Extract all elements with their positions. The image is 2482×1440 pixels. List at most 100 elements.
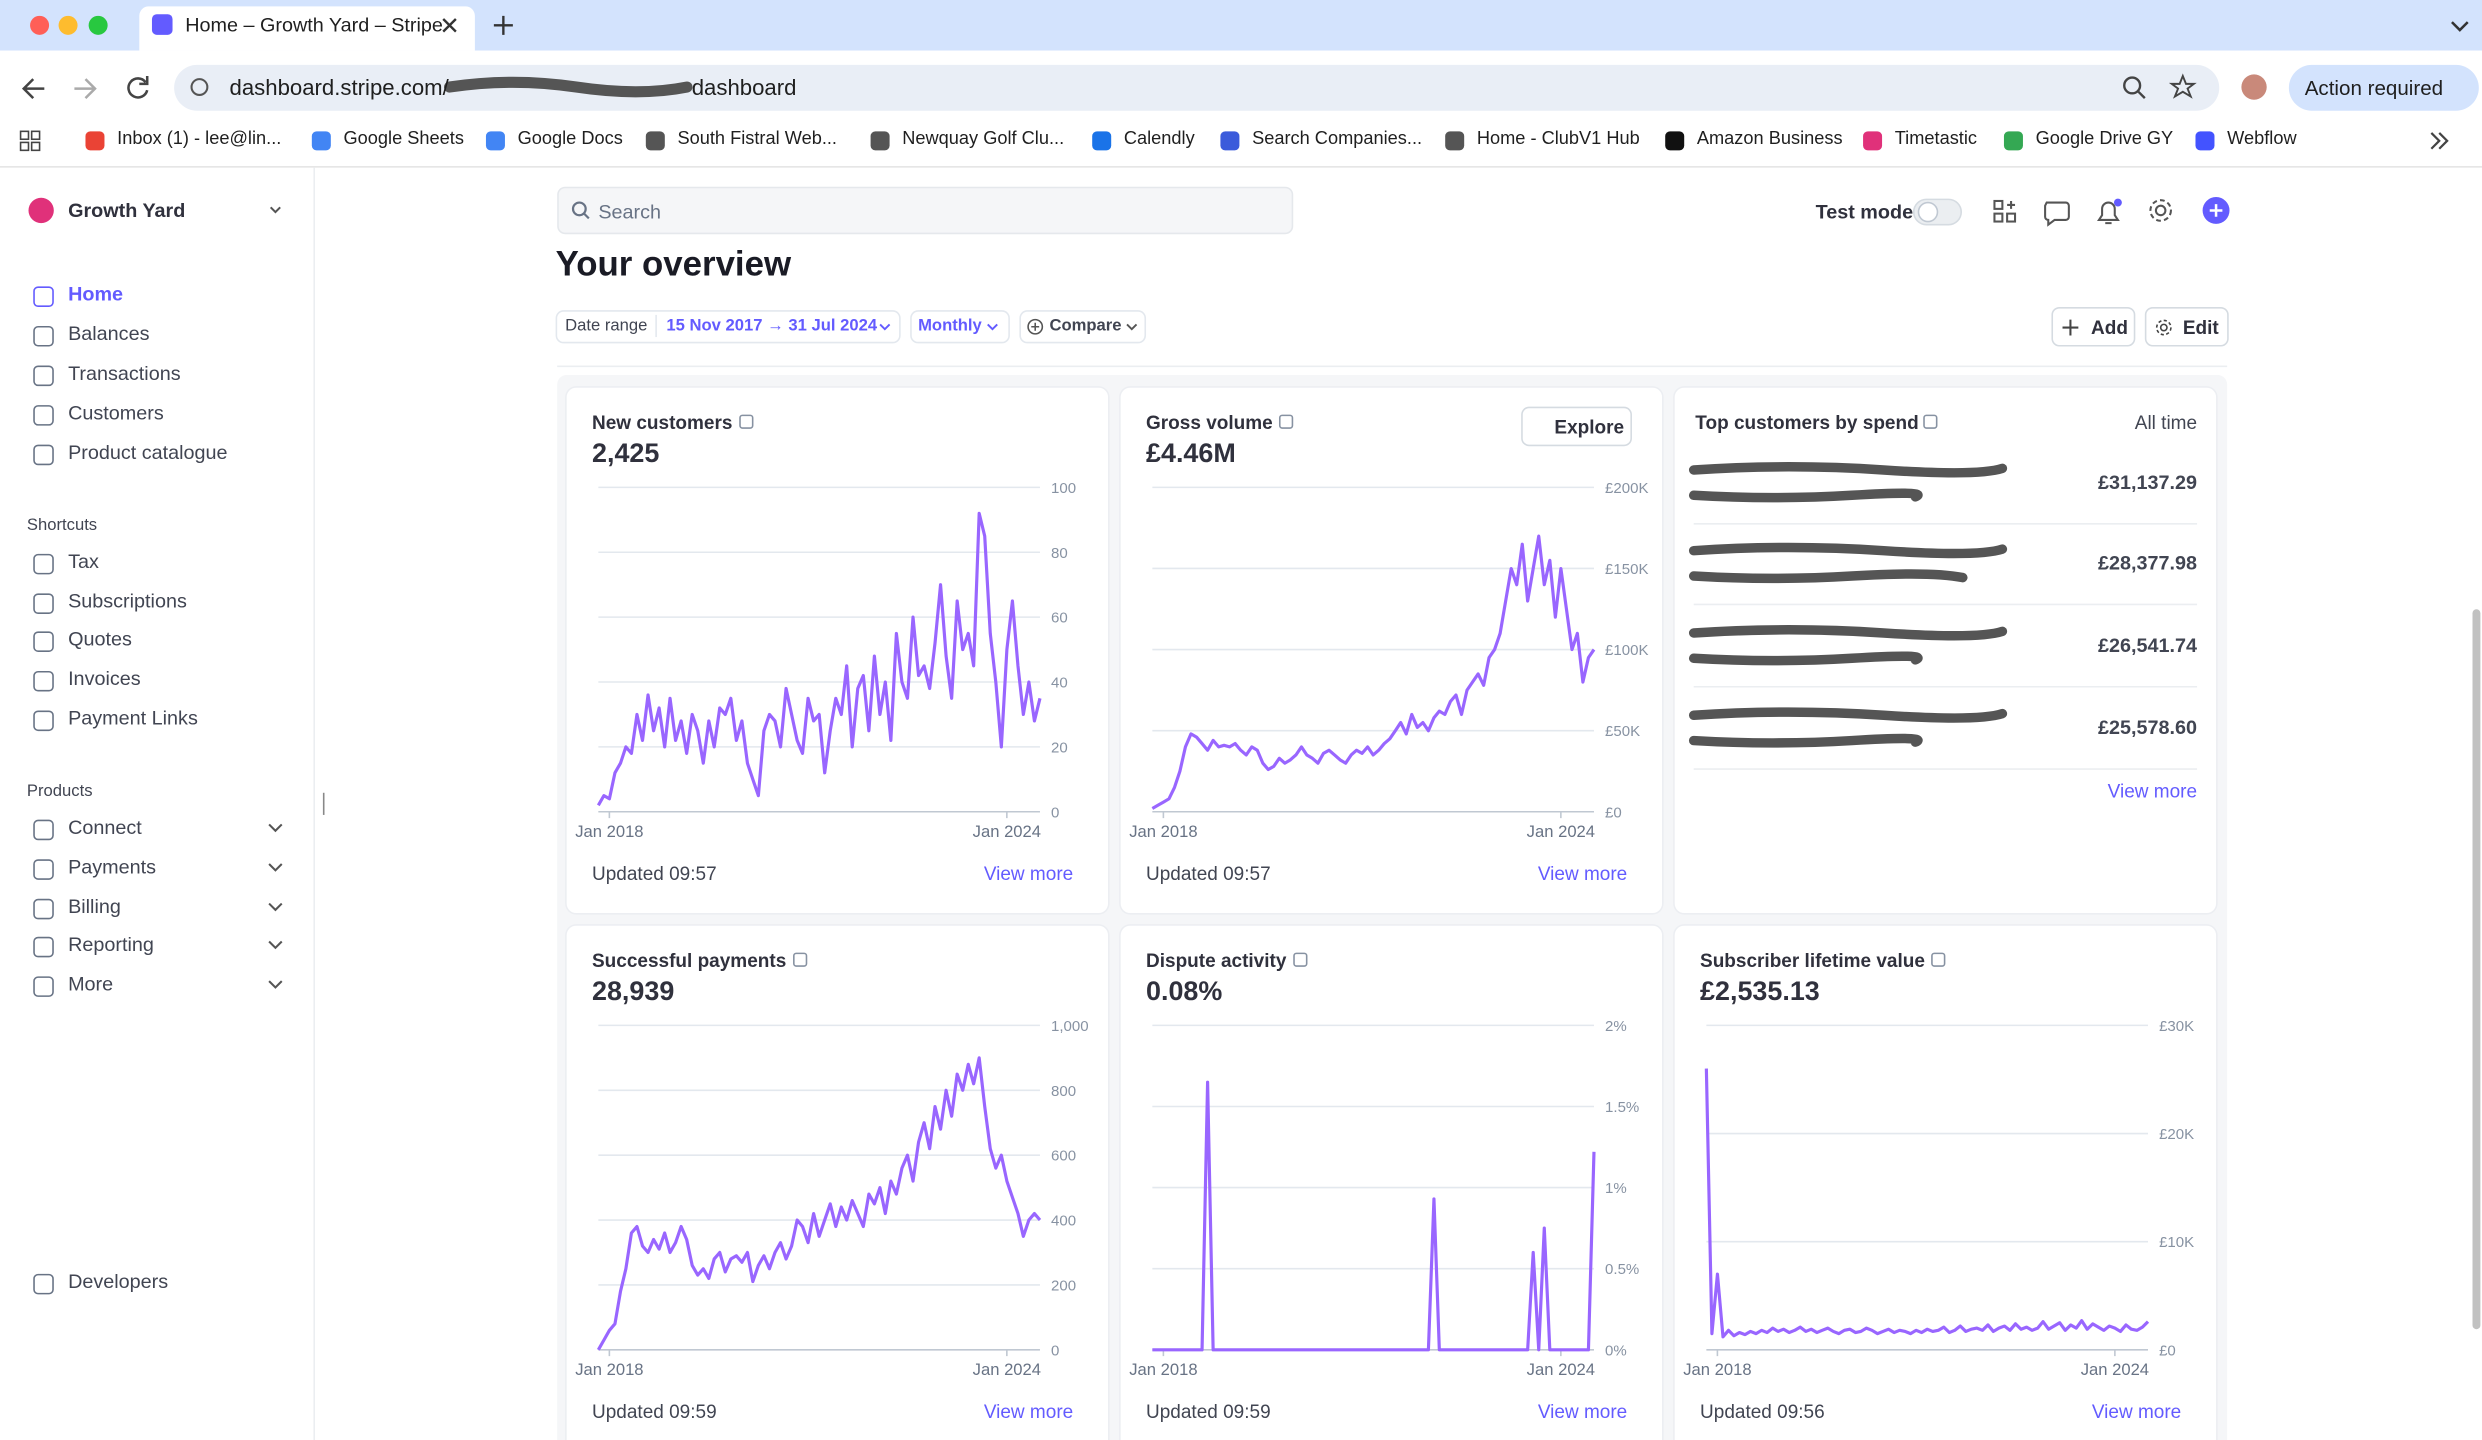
nav-item[interactable]: Tax [68,551,99,573]
x-tick-label: Jan 2018 [1129,822,1197,841]
nav-item[interactable]: Connect [68,817,142,839]
line-series [1706,1069,2148,1337]
bookmark-icon [2004,131,2023,150]
view-more-link[interactable]: View more [1538,1400,1627,1422]
y-tick-label: 0 [1051,804,1059,821]
url-host[interactable]: dashboard.stripe.com/ [230,74,449,99]
bookmark[interactable]: South Fistral Web... [677,130,837,149]
customer-amount[interactable]: £31,137.29 [2098,472,2197,494]
bookmark[interactable]: Inbox (1) - lee@lin... [117,130,281,149]
updated-time: Updated 09:56 [1700,1400,1825,1422]
bookmark[interactable]: Calendly [1124,130,1195,149]
info-icon [1931,953,1945,967]
redaction [1694,739,1918,743]
nav-icon [33,976,54,997]
chevron [268,823,284,836]
y-tick-label: 60 [1051,610,1068,627]
y-tick-label: 800 [1051,1083,1076,1100]
bookmark[interactable]: Search Companies... [1252,130,1422,149]
y-tick-label: £10K [2159,1234,2194,1251]
chart: £0£10K£20K£30KJan 2018Jan 2024 [1675,926,2216,1401]
nav-icon [33,671,54,692]
nav-icon [33,554,54,575]
y-tick-label: 1,000 [1051,1018,1089,1035]
bookmark-icon [1863,131,1882,150]
x-tick-label: Jan 2018 [1129,1360,1197,1379]
y-tick-label: 1% [1605,1180,1627,1197]
filter-icons [855,310,1156,343]
date-range-value: 15 Nov 2017 → 31 Jul 2024 [666,316,877,335]
bookmark[interactable]: Webflow [2227,130,2296,149]
customer-amount[interactable]: £25,578.60 [2098,717,2197,739]
x-tick-label: Jan 2018 [1683,1360,1751,1379]
chevron [268,980,284,993]
metric-card: New customers2,425020406080100Jan 2018Ja… [567,388,1108,913]
bookmark-icon [312,131,331,150]
bookmark[interactable]: Home - ClubV1 Hub [1477,130,1640,149]
nav-item[interactable]: Developers [68,1271,168,1293]
nav-icon [33,1274,54,1295]
header-icons [1907,187,2239,234]
bookmark[interactable]: Google Docs [518,130,623,149]
section-title: Products [27,782,93,801]
chevron-path [269,864,282,870]
y-tick-label: 0% [1605,1342,1627,1359]
y-tick-label: £20K [2159,1126,2194,1143]
line-series [598,1058,1040,1350]
bookmark[interactable]: Google Sheets [343,130,463,149]
view-more-link[interactable]: View more [2108,780,2197,802]
bookmark-icon [486,131,505,150]
nav-item[interactable]: Transactions [68,362,181,384]
scrollbar [2472,609,2480,1329]
y-tick-label: 200 [1051,1277,1076,1294]
customer-amount[interactable]: £26,541.74 [2098,635,2197,657]
search-box[interactable] [557,187,1293,234]
tab-title[interactable]: Home – Growth Yard – Stripe [185,14,443,36]
y-tick-label: £0 [2159,1342,2176,1359]
view-more-link[interactable]: View more [2092,1400,2181,1422]
top-customers-card: Top customers by spendAll time£31,137.29… [1675,388,2216,913]
nav-item[interactable]: Billing [68,896,121,918]
url-path[interactable]: dashboard [692,74,797,99]
bookmark-icon [1665,131,1684,150]
redaction [1694,574,1963,578]
nav-item[interactable]: More [68,973,113,995]
bookmark-icon [646,131,665,150]
metric-card: Subscriber lifetime value£2,535.13£0£10K… [1675,926,2216,1440]
line-series [1152,536,1594,808]
bookmark[interactable]: Amazon Business [1697,130,1843,149]
nav-item[interactable]: Product catalogue [68,441,228,463]
view-more-link[interactable]: View more [984,1400,1073,1422]
nav-item[interactable]: Payment Links [68,707,198,729]
edit-label: Edit [2183,316,2219,338]
bookmark[interactable]: Timetastic [1895,130,1977,149]
line-series [1152,1082,1594,1350]
date-range-label: Date range [565,316,647,335]
page-title: Your overview [556,244,791,285]
nav-item[interactable]: Quotes [68,628,132,650]
chart: 020406080100Jan 2018Jan 2024 [567,388,1108,863]
bookmark[interactable]: Newquay Golf Clu... [902,130,1064,149]
updated-time: Updated 09:57 [592,862,717,884]
updated-time: Updated 09:59 [1146,1400,1271,1422]
nav-item[interactable]: Customers [68,402,164,424]
bookmark[interactable]: Google Drive GY [2036,130,2174,149]
chart: £0£50K£100K£150K£200KJan 2018Jan 2024 [1121,388,1662,863]
nav-item[interactable]: Reporting [68,934,154,956]
info-icon [1279,415,1293,429]
bookmark-icon [1445,131,1464,150]
nav-item[interactable]: Payments [68,856,156,878]
search-icon [570,199,592,221]
nav-item[interactable]: Subscriptions [68,590,187,612]
nav-icon [33,710,54,731]
customer-amount[interactable]: £28,377.98 [2098,552,2197,574]
nav-icon [33,937,54,958]
nav-item[interactable]: Home [68,283,123,305]
y-tick-label: £150K [1605,561,1648,578]
action-required[interactable]: Action required [2305,76,2443,100]
view-more-link[interactable]: View more [1538,862,1627,884]
view-more-link[interactable]: View more [984,862,1073,884]
nav-item[interactable]: Balances [68,323,149,345]
nav-item[interactable]: Invoices [68,668,141,690]
